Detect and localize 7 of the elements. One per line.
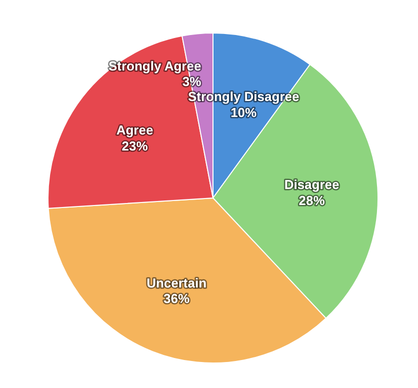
slice-label: Agree	[116, 122, 154, 138]
data-label: 36%	[164, 291, 190, 306]
slice-label: Disagree	[284, 177, 340, 192]
slice-label: Uncertain	[146, 275, 207, 290]
data-label: 23%	[122, 138, 148, 154]
data-label: 10%	[230, 104, 258, 120]
data-label: 28%	[298, 192, 326, 208]
